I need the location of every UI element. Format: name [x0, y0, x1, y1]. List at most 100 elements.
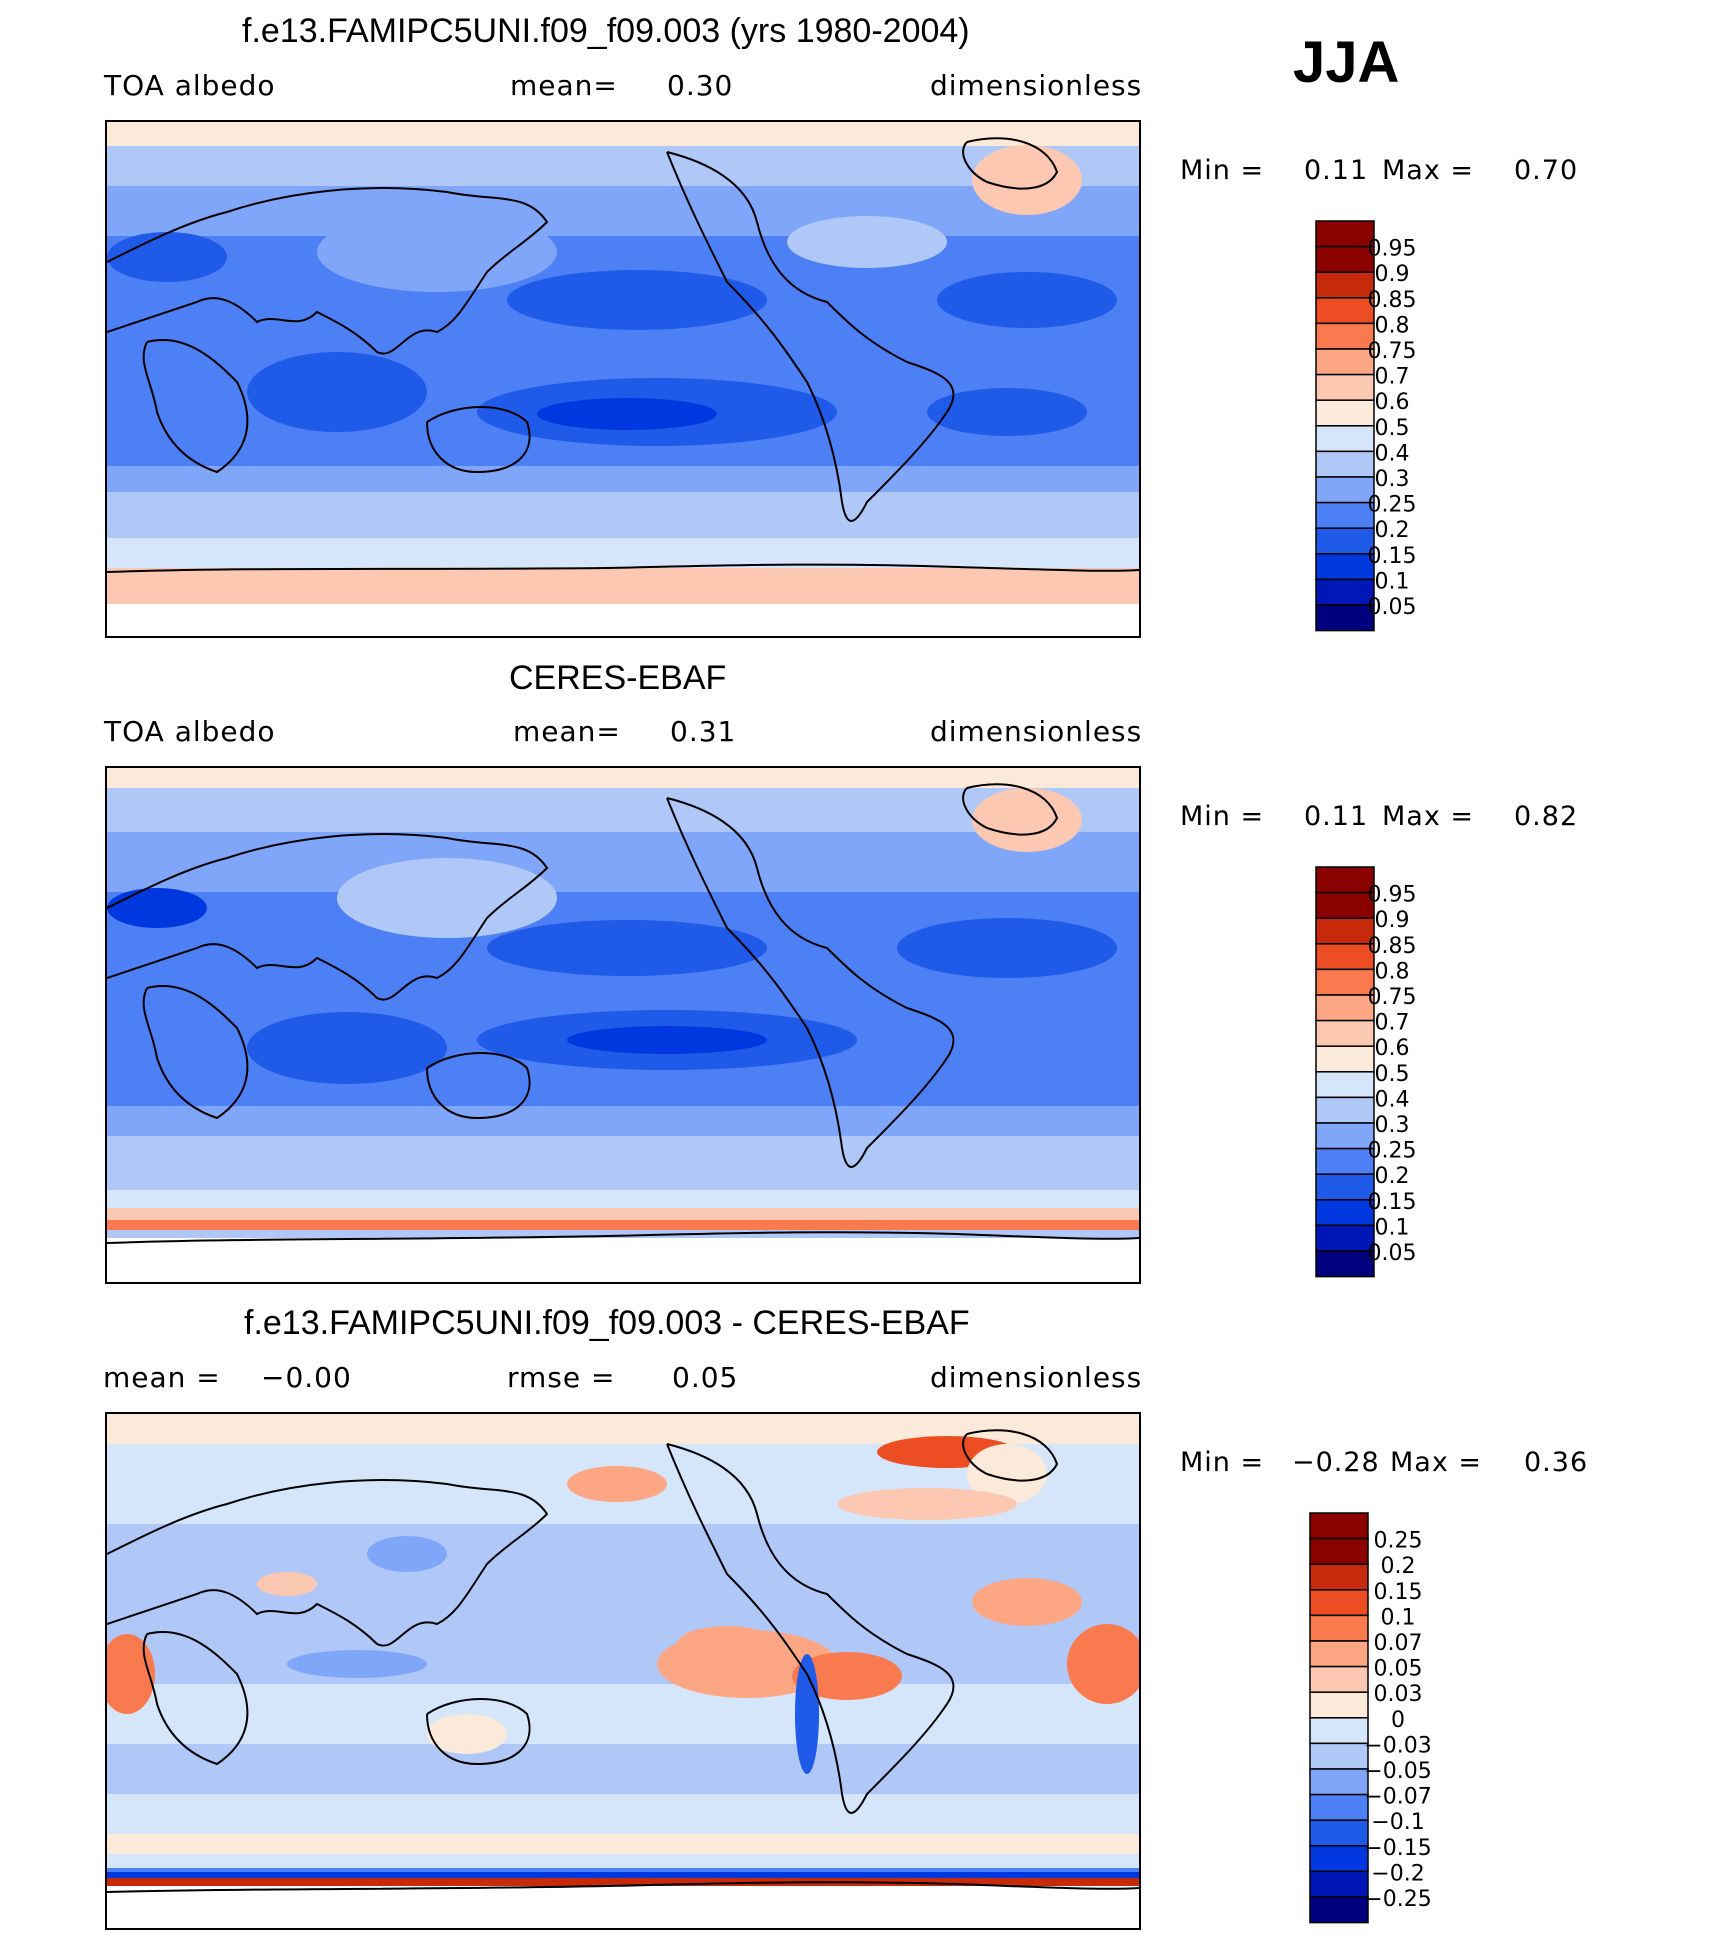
panel-1-colorbar-label: 0.25 [1368, 493, 1417, 518]
season-label: JJA [1293, 34, 1399, 92]
panel-2-colorbar-box [1316, 918, 1374, 944]
panel-1-field [107, 122, 1139, 636]
panel-1-colorbar-box [1316, 554, 1374, 580]
panel-3-colorbar-label: 0.07 [1374, 1631, 1423, 1656]
panel-2-colorbar-box [1316, 893, 1374, 919]
panel-2-colorbar-box [1316, 1097, 1374, 1123]
panel-1-map [105, 120, 1141, 638]
panel-1-colorbar-label: 0.6 [1375, 390, 1410, 415]
panel-3-colorbar-box [1310, 1539, 1368, 1565]
panel-2-colorbar-label: 0.8 [1375, 959, 1410, 984]
panel-1-title: f.e13.FAMIPC5UNI.f09_f09.003 (yrs 1980-2… [242, 14, 970, 48]
panel-2-map-svg [107, 768, 1139, 1282]
panel-3-min-label: Min = [1180, 1449, 1264, 1476]
panel-1-colorbar-box [1316, 605, 1374, 631]
panel-3-colorbar-box [1310, 1846, 1368, 1872]
panel-2-mean-value: 0.31 [670, 718, 736, 746]
panel-2-units-label: dimensionless [930, 718, 1142, 746]
panel-3-colorbar-box [1310, 1743, 1368, 1769]
panel-2-colorbar-box [1316, 867, 1374, 893]
panel-1-colorbar-label: 0.4 [1375, 441, 1410, 466]
panel-2-colorbar-label: 0.05 [1368, 1241, 1417, 1266]
panel-3-rmse-value: 0.05 [672, 1364, 738, 1392]
panel-2-colorbar-label: 0.75 [1368, 985, 1417, 1010]
panel-1-mean-value: 0.30 [667, 72, 733, 100]
panel-2-colorbar-label: 0.9 [1375, 908, 1410, 933]
panel-2-colorbar-box [1316, 944, 1374, 970]
panel-2-min-value: 0.11 [1304, 803, 1368, 830]
panel-1-colorbar-label: 0.2 [1375, 518, 1410, 543]
panel-1-mean-label: mean= [510, 72, 618, 100]
panel-2-field [107, 768, 1139, 1282]
panel-3-max-value: 0.36 [1524, 1449, 1588, 1476]
panel-1-colorbar-label: 0.7 [1375, 365, 1410, 390]
panel-1-colorbar-label: 0.15 [1368, 544, 1417, 569]
panel-1-colorbar-label: 0.5 [1375, 416, 1410, 441]
panel-1-colorbar-box [1316, 298, 1374, 324]
panel-1-colorbar-box [1316, 503, 1374, 529]
panel-1-colorbar-box [1316, 426, 1374, 452]
panel-1-colorbar-box [1316, 323, 1374, 349]
panel-2-colorbar-box [1316, 1046, 1374, 1072]
panel-3-colorbar-label: −0.03 [1364, 1733, 1431, 1758]
panel-2-colorbar-label: 0.4 [1375, 1087, 1410, 1112]
panel-1-colorbar-label: 0.05 [1368, 595, 1417, 620]
panel-1-colorbar-label: 0.1 [1375, 569, 1410, 594]
panel-3-colorbar-label: 0.25 [1374, 1529, 1423, 1554]
panel-3-map [105, 1412, 1141, 1930]
panel-2-max-label: Max = [1382, 803, 1474, 830]
panel-2-colorbar-label: 0.85 [1368, 934, 1417, 959]
panel-3-colorbar-box [1310, 1615, 1368, 1641]
panel-2-colorbar-box [1316, 1225, 1374, 1251]
panel-1-colorbar-box [1316, 477, 1374, 503]
panel-2-colorbar-label: 0.7 [1375, 1011, 1410, 1036]
panel-3-colorbar-label: 0.1 [1381, 1605, 1416, 1630]
panel-2-colorbar-box [1316, 1251, 1374, 1277]
panel-2-colorbar-label: 0.15 [1368, 1190, 1417, 1215]
panel-3-colorbar-box [1310, 1897, 1368, 1923]
panel-3-colorbar-label: −0.25 [1364, 1887, 1431, 1912]
panel-1-colorbar-label: 0.75 [1368, 339, 1417, 364]
panel-1-colorbar-label: 0.95 [1368, 237, 1417, 262]
panel-1-colorbar-box [1316, 579, 1374, 605]
panel-3-colorbar-label: −0.07 [1364, 1785, 1431, 1810]
panel-3-colorbar-box [1310, 1795, 1368, 1821]
panel-2-title: CERES-EBAF [509, 661, 726, 695]
panel-2-max-value: 0.82 [1514, 803, 1578, 830]
panel-1-map-svg [107, 122, 1139, 636]
panel-2-variable-label: TOA albedo [104, 718, 276, 746]
panel-3-rmse-label: rmse = [507, 1364, 615, 1392]
panel-2-colorbar-box [1316, 1123, 1374, 1149]
panel-3-colorbar-label: −0.15 [1364, 1836, 1431, 1861]
panel-1-colorbar-box [1316, 400, 1374, 426]
panel-3-colorbar-label: 0.03 [1374, 1682, 1423, 1707]
panel-2-colorbar-box [1316, 1021, 1374, 1047]
panel-1-min-value: 0.11 [1304, 157, 1368, 184]
panel-1-units-label: dimensionless [930, 72, 1142, 100]
panel-2-colorbar-box [1316, 1072, 1374, 1098]
panel-3-colorbar-box [1310, 1667, 1368, 1693]
panel-1-colorbar-box [1316, 349, 1374, 375]
panel-1-colorbar-box [1316, 272, 1374, 298]
panel-3-mean-value: −0.00 [261, 1364, 352, 1392]
panel-2-colorbar-label: 0.95 [1368, 883, 1417, 908]
panel-1-max-value: 0.70 [1514, 157, 1578, 184]
panel-1-max-label: Max = [1382, 157, 1474, 184]
panel-1-colorbar-label: 0.85 [1368, 288, 1417, 313]
panel-2-colorbar-label: 0.1 [1375, 1215, 1410, 1240]
panel-3-colorbar-box [1310, 1769, 1368, 1795]
panel-1-colorbar-box [1316, 451, 1374, 477]
panel-2-colorbar-label: 0.25 [1368, 1139, 1417, 1164]
panel-2-colorbar-box [1316, 1149, 1374, 1175]
panel-3-colorbar-box [1310, 1871, 1368, 1897]
panel-3-mean-label: mean = [103, 1364, 221, 1392]
panel-1-colorbar-box [1316, 247, 1374, 273]
panel-2-colorbar-label: 0.6 [1375, 1036, 1410, 1061]
panel-3-colorbar-label: 0 [1391, 1708, 1405, 1733]
panel-1-min-label: Min = [1180, 157, 1264, 184]
panel-3-colorbar-label: −0.05 [1364, 1759, 1431, 1784]
panel-1-colorbar-label: 0.8 [1375, 313, 1410, 338]
panel-3-colorbar-box [1310, 1513, 1368, 1539]
panel-1-colorbar-label: 0.9 [1375, 262, 1410, 287]
panel-2-colorbar-box [1316, 969, 1374, 995]
